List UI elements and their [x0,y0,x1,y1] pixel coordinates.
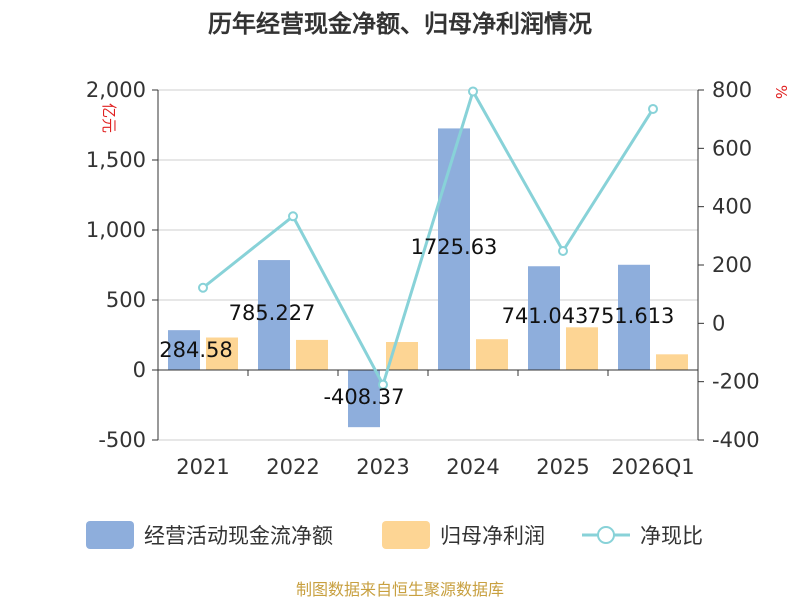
ratio-point [198,282,208,293]
cashflow-data-label: 751.613 [588,304,675,328]
right-axis-unit: % [772,85,790,99]
axes: -500 0 500 1,000 1,500 2,000 -400 -200 0 200 400 60… [86,78,760,479]
legend-swatch-profit [382,521,430,549]
cashflow-data-label: 1725.63 [411,235,498,259]
left-tick-label: 0 [133,358,146,382]
legend-marker-ratio [597,526,615,544]
left-tick-label: 1,000 [86,218,146,242]
cashflow-data-label: 284.58 [159,338,232,362]
x-tick-label: 2026Q1 [611,455,694,479]
left-tick-label: 1,500 [86,148,146,172]
cashflow-bar [258,260,290,370]
x-tick-label: 2024 [446,455,499,479]
legend-label-cashflow: 经营活动现金流净额 [144,524,333,548]
cashflow-bar [438,128,470,370]
left-axis-unit: 亿元 [100,103,118,133]
cashflow-data-label: 741.043 [502,304,589,328]
ratio-point [558,246,568,256]
grid-lines [158,89,698,441]
cashflow-bar [348,370,380,428]
ratio-point [378,379,388,390]
legend: 经营活动现金流净额 归母净利润 净现比 [86,521,703,549]
data-labels: 284.58 785.227 -408.37 1725.63 741.043 751.61… [159,235,674,409]
legend-label-ratio: 净现比 [640,524,703,548]
right-tick-label: 200 [712,253,752,277]
ratio-line [198,86,658,390]
chart-title: 历年经营现金净额、归母净利润情况 [208,10,592,38]
ratio-point [288,211,298,222]
profit-bar [296,339,328,370]
left-tick-label: 500 [106,288,146,312]
ratio-polyline [202,87,655,389]
left-tick-label: -500 [98,428,146,452]
cashflow-data-label: 785.227 [229,301,316,325]
right-tick-label: 0 [712,311,725,335]
right-tick-label: -400 [712,428,760,452]
profit-bar [476,339,508,370]
right-tick-label: 600 [712,136,752,160]
legend-swatch-cashflow [86,521,134,549]
x-tick-label: 2023 [356,455,409,479]
right-tick-label: 800 [712,78,752,102]
x-tick-label: 2022 [266,455,319,479]
profit-bar [566,327,598,370]
bars [168,128,688,428]
cashflow-data-label: -408.37 [323,385,404,409]
cashflow-bar [618,264,650,370]
right-tick-label: -200 [712,370,760,394]
source-note: 制图数据来自恒生聚源数据库 [296,580,504,599]
profit-bar [656,354,688,370]
right-tick-label: 400 [712,195,752,219]
cashflow-bar [168,330,200,370]
cashflow-bar [528,266,560,370]
x-tick-label: 2021 [176,455,229,479]
left-tick-label: 2,000 [86,78,146,102]
profit-bar [206,337,238,370]
x-tick-label: 2025 [536,455,589,479]
legend-label-profit: 归母净利润 [440,524,545,548]
ratio-point [468,86,478,97]
ratio-point [648,103,658,114]
